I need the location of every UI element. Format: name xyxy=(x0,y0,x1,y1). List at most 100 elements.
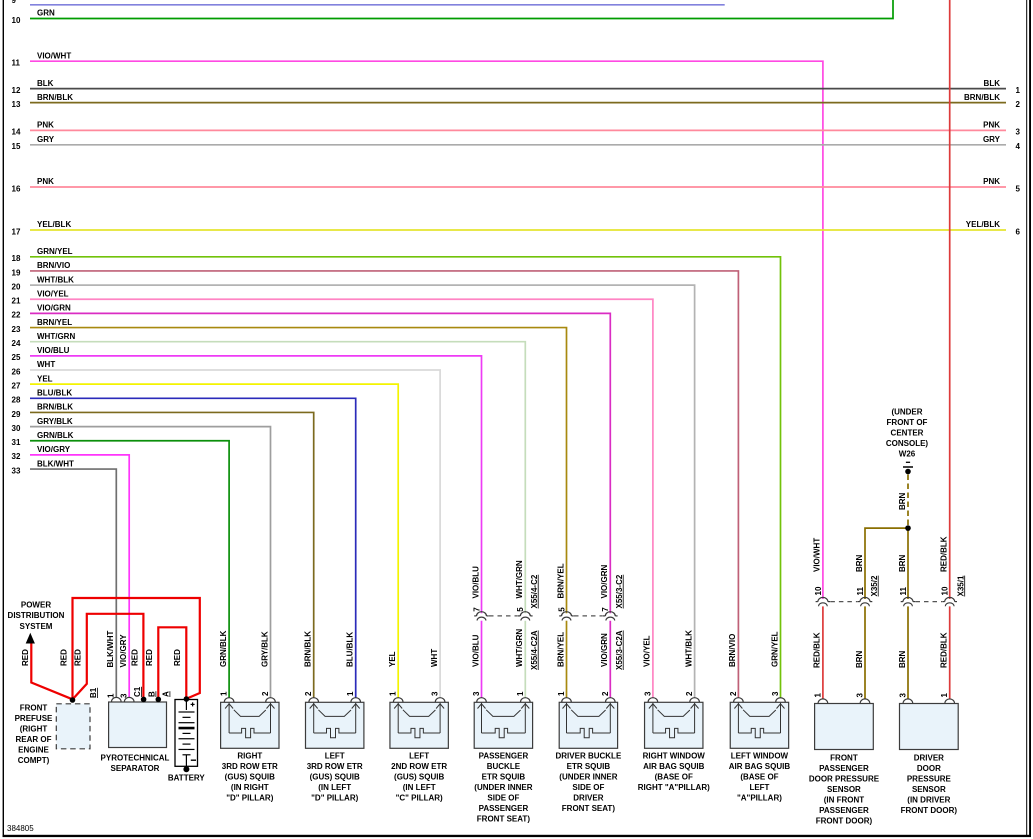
svg-text:B: B xyxy=(148,691,157,697)
svg-text:1: 1 xyxy=(1016,86,1021,95)
svg-text:1: 1 xyxy=(516,691,525,696)
svg-text:3: 3 xyxy=(771,691,780,696)
svg-text:RED: RED xyxy=(74,649,83,666)
svg-text:RED: RED xyxy=(59,649,68,666)
svg-text:5: 5 xyxy=(557,607,566,612)
svg-text:BRN/BLK: BRN/BLK xyxy=(37,403,73,412)
svg-text:FRONT SEAT): FRONT SEAT) xyxy=(477,815,531,824)
svg-text:VIO/WHT: VIO/WHT xyxy=(813,538,822,572)
svg-text:BRN/VIO: BRN/VIO xyxy=(728,634,737,667)
svg-text:"D" PILLAR): "D" PILLAR) xyxy=(226,794,273,803)
svg-text:VIO/GRN: VIO/GRN xyxy=(600,633,609,667)
svg-text:ENGINE: ENGINE xyxy=(18,746,49,755)
svg-text:ETR SQUIB: ETR SQUIB xyxy=(482,773,526,782)
svg-text:WHT: WHT xyxy=(37,360,55,369)
svg-text:4: 4 xyxy=(1016,142,1021,151)
svg-text:PASSENGER: PASSENGER xyxy=(479,751,529,760)
svg-text:VIO/GRN: VIO/GRN xyxy=(37,304,71,313)
svg-text:18: 18 xyxy=(12,254,21,263)
svg-text:DOOR: DOOR xyxy=(917,764,941,773)
svg-text:RED: RED xyxy=(21,649,30,666)
svg-text:RED/BLK: RED/BLK xyxy=(940,632,949,668)
svg-text:BRN/BLK: BRN/BLK xyxy=(304,631,313,667)
svg-text:1: 1 xyxy=(346,691,355,696)
svg-text:VIO/BLU: VIO/BLU xyxy=(471,566,480,599)
svg-text:3: 3 xyxy=(1016,128,1021,137)
svg-text:(UNDER: (UNDER xyxy=(891,407,922,416)
svg-text:BLU/BLK: BLU/BLK xyxy=(37,389,72,398)
svg-text:29: 29 xyxy=(12,410,21,419)
svg-text:VIO/YEL: VIO/YEL xyxy=(643,635,652,667)
svg-text:16: 16 xyxy=(12,184,21,193)
svg-text:BLU/BLK: BLU/BLK xyxy=(346,632,355,667)
svg-text:3: 3 xyxy=(120,693,129,698)
svg-text:DRIVER: DRIVER xyxy=(914,753,944,762)
svg-text:2ND ROW ETR: 2ND ROW ETR xyxy=(391,762,447,771)
svg-text:PNK: PNK xyxy=(983,121,1000,130)
svg-text:VIO/WHT: VIO/WHT xyxy=(37,51,71,60)
svg-text:(BASE OF: (BASE OF xyxy=(655,773,693,782)
svg-text:"A"PILLAR): "A"PILLAR) xyxy=(737,794,782,803)
svg-text:CONSOLE): CONSOLE) xyxy=(886,439,929,448)
svg-text:VIO/GRN: VIO/GRN xyxy=(600,564,609,598)
svg-text:PNK: PNK xyxy=(37,121,54,130)
svg-text:1: 1 xyxy=(557,691,566,696)
svg-text:13: 13 xyxy=(12,100,21,109)
svg-text:(IN RIGHT: (IN RIGHT xyxy=(231,783,269,792)
svg-text:PNK: PNK xyxy=(983,177,1000,186)
svg-text:GRY/BLK: GRY/BLK xyxy=(37,417,73,426)
svg-text:RIGHT: RIGHT xyxy=(237,751,262,760)
svg-text:FRONT OF: FRONT OF xyxy=(887,418,928,427)
svg-text:9: 9 xyxy=(12,0,17,5)
svg-text:WHT/GRN: WHT/GRN xyxy=(37,332,75,341)
svg-text:(UNDER INNER: (UNDER INNER xyxy=(474,783,532,792)
svg-text:1: 1 xyxy=(813,693,822,698)
svg-text:RED: RED xyxy=(130,649,139,666)
svg-text:YEL: YEL xyxy=(37,374,53,383)
svg-text:GRN/YEL: GRN/YEL xyxy=(37,247,73,256)
svg-text:LEFT WINDOW: LEFT WINDOW xyxy=(731,751,789,760)
svg-text:10: 10 xyxy=(814,586,823,595)
svg-text:PASSENGER: PASSENGER xyxy=(819,806,869,815)
svg-text:30: 30 xyxy=(12,424,21,433)
svg-text:20: 20 xyxy=(12,282,21,291)
svg-text:10: 10 xyxy=(12,16,21,25)
svg-text:19: 19 xyxy=(12,268,21,277)
svg-text:SIDE OF: SIDE OF xyxy=(487,794,519,803)
svg-text:GRY: GRY xyxy=(37,135,55,144)
svg-text:24: 24 xyxy=(12,339,21,348)
svg-text:PYROTECHNICAL: PYROTECHNICAL xyxy=(101,753,170,762)
svg-text:33: 33 xyxy=(12,466,21,475)
svg-text:RIGHT "A"PILLAR): RIGHT "A"PILLAR) xyxy=(638,783,710,792)
svg-text:PNK: PNK xyxy=(37,177,54,186)
svg-text:BRN: BRN xyxy=(898,554,907,572)
svg-text:CENTER: CENTER xyxy=(891,429,924,438)
svg-text:2: 2 xyxy=(685,691,694,696)
svg-text:YEL/BLK: YEL/BLK xyxy=(37,220,71,229)
svg-text:11: 11 xyxy=(12,59,21,68)
svg-text:SENSOR: SENSOR xyxy=(912,785,946,794)
svg-text:BRN: BRN xyxy=(855,554,864,572)
svg-text:31: 31 xyxy=(12,438,21,447)
svg-text:PASSENGER: PASSENGER xyxy=(479,804,529,813)
svg-text:GRY: GRY xyxy=(983,135,1001,144)
svg-text:27: 27 xyxy=(12,381,21,390)
svg-text:WHT/GRN: WHT/GRN xyxy=(515,629,524,667)
svg-text:(UNDER INNER: (UNDER INNER xyxy=(559,773,617,782)
svg-text:AIR BAG SQUIB: AIR BAG SQUIB xyxy=(643,762,705,771)
svg-text:VIO/BLU: VIO/BLU xyxy=(471,634,480,667)
svg-text:15: 15 xyxy=(12,142,21,151)
svg-text:LEFT: LEFT xyxy=(749,783,769,792)
svg-text:1: 1 xyxy=(940,693,949,698)
svg-text:7: 7 xyxy=(472,607,481,612)
svg-text:BLK: BLK xyxy=(984,79,1001,88)
svg-text:X55/4-C2: X55/4-C2 xyxy=(530,574,539,608)
svg-text:GRN/YEL: GRN/YEL xyxy=(770,631,779,667)
svg-text:BRN: BRN xyxy=(898,650,907,668)
svg-text:26: 26 xyxy=(12,367,21,376)
svg-text:2: 2 xyxy=(261,691,270,696)
svg-text:BRN/BLK: BRN/BLK xyxy=(964,93,1000,102)
svg-text:3: 3 xyxy=(856,693,865,698)
svg-text:X55/3-C2A: X55/3-C2A xyxy=(615,630,624,670)
svg-text:X35/2: X35/2 xyxy=(870,575,879,596)
